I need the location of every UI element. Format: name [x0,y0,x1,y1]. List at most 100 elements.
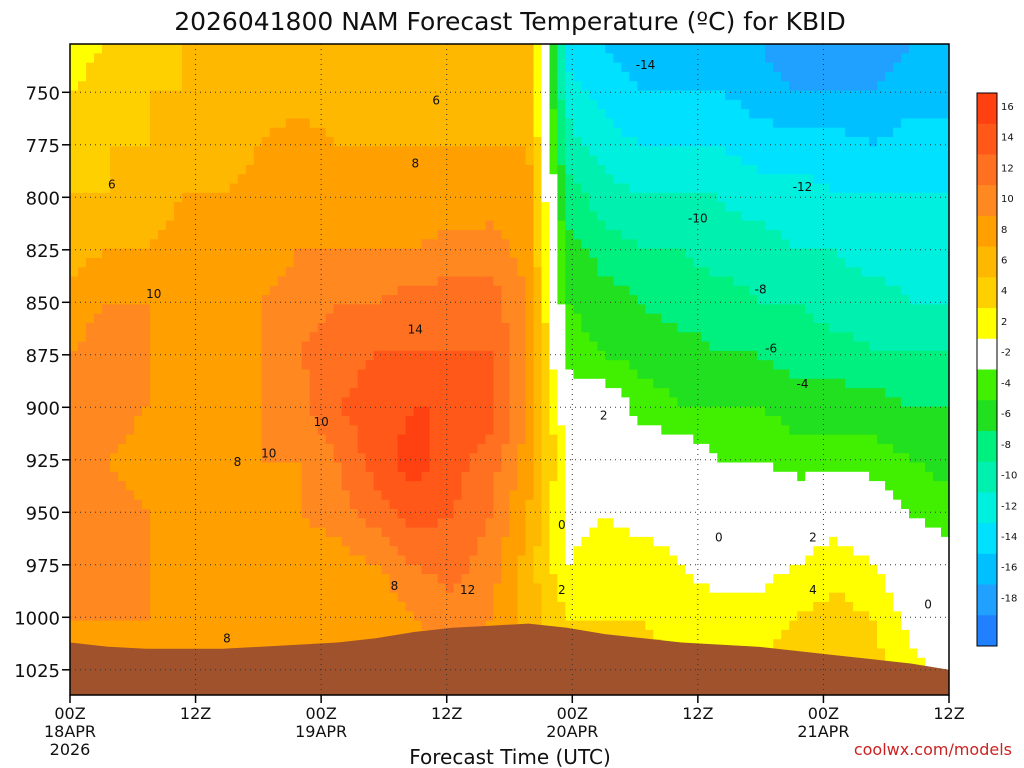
temperature-cell [453,248,463,259]
temperature-cell [469,220,479,231]
temperature-cell [429,164,439,175]
temperature-cell [773,313,782,324]
temperature-cell [509,192,519,203]
temperature-cell [317,248,327,259]
temperature-cell [229,230,239,240]
temperature-cell [869,146,878,157]
temperature-cell [293,90,303,101]
temperature-cell [789,146,798,157]
temperature-cell [485,211,495,222]
temperature-cell [613,127,622,138]
temperature-cell [677,341,686,352]
temperature-cell [325,295,335,305]
temperature-cell [245,285,255,296]
temperature-cell [293,406,303,417]
temperature-cell [693,81,702,92]
temperature-cell [781,109,790,119]
temperature-cell [165,44,175,54]
temperature-cell [213,425,223,436]
temperature-cell [157,443,167,454]
temperature-cell [709,183,718,194]
temperature-cell [525,220,535,231]
temperature-cell [893,81,902,92]
temperature-cell [94,239,103,250]
temperature-cell [285,239,295,250]
temperature-cell [701,164,710,175]
temperature-cell [229,211,239,222]
temperature-cell [565,443,574,454]
temperature-cell [693,341,702,352]
temperature-cell [189,192,199,203]
temperature-cell [181,295,191,305]
temperature-cell [837,90,846,101]
temperature-cell [301,183,311,194]
temperature-cell [229,127,239,138]
temperature-cell [365,406,375,417]
temperature-cell [429,313,439,324]
temperature-cell [261,267,271,278]
temperature-cell [341,360,351,371]
temperature-cell [573,174,582,185]
temperature-cell [301,137,311,147]
temperature-cell [565,137,574,147]
temperature-cell [125,155,135,166]
temperature-cell [789,416,798,426]
temperature-cell [493,350,503,361]
temperature-cell [893,397,902,408]
temperature-cell [797,332,806,343]
temperature-cell [941,71,949,82]
temperature-cell [597,425,606,436]
temperature-cell [141,90,151,101]
temperature-cell [325,257,335,268]
temperature-cell [437,341,447,352]
temperature-cell [125,109,135,119]
temperature-cell [597,174,606,185]
temperature-cell [717,453,726,464]
temperature-cell [885,211,894,222]
temperature-cell [693,350,702,361]
temperature-cell [349,323,359,333]
temperature-cell [917,453,926,464]
temperature-cell [581,425,590,436]
temperature-cell [221,164,231,175]
temperature-cell [733,369,742,380]
temperature-cell [589,397,598,408]
temperature-cell [725,202,734,212]
temperature-cell [253,378,263,389]
temperature-cell [94,53,103,64]
temperature-cell [437,53,447,64]
temperature-cell [733,146,742,157]
temperature-cell [901,323,910,333]
temperature-cell [645,137,654,147]
temperature-cell [86,248,95,259]
temperature-cell [117,99,127,110]
temperature-cell [557,276,566,287]
temperature-cell [261,44,271,54]
temperature-cell [237,425,247,436]
temperature-cell [837,248,846,259]
temperature-cell [845,332,854,343]
temperature-cell [149,62,159,73]
temperature-cell [781,62,790,73]
temperature-cell [789,239,798,250]
temperature-cell [349,44,359,54]
temperature-cell [597,369,606,380]
temperature-cell [229,350,239,361]
temperature-cell [261,276,271,287]
temperature-cell [493,44,503,54]
temperature-cell [893,164,902,175]
temperature-cell [437,453,447,464]
temperature-cell [941,109,949,119]
temperature-cell [573,211,582,222]
temperature-cell [557,295,566,305]
temperature-cell [293,99,303,110]
temperature-cell [533,62,543,73]
temperature-cell [269,137,279,147]
temperature-cell [829,434,838,445]
temperature-cell [189,155,199,166]
temperature-cell [621,295,630,305]
temperature-cell [78,425,87,436]
temperature-cell [637,443,646,454]
temperature-cell [389,118,399,129]
